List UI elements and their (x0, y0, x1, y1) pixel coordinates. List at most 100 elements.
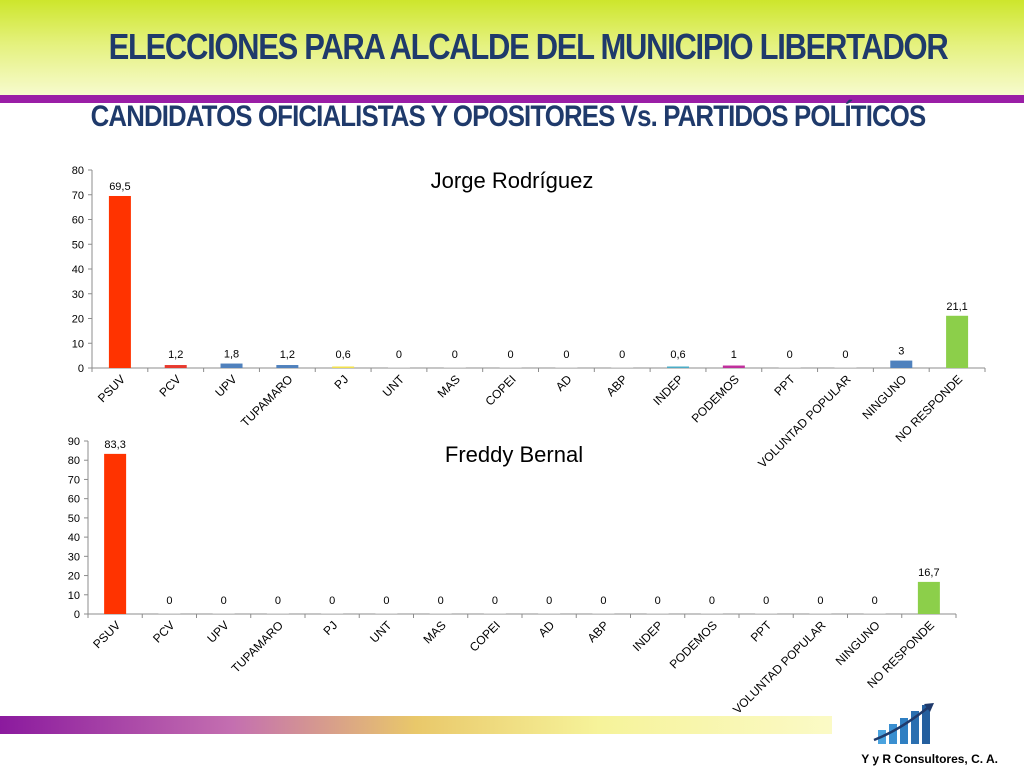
bar (667, 366, 690, 368)
y-tick-label: 10 (72, 338, 84, 350)
category-label: ABP (585, 618, 612, 645)
bar-zero (555, 367, 578, 368)
chart-title: Jorge Rodríguez (431, 168, 594, 193)
category-label: MAS (420, 618, 448, 646)
data-label: 0 (166, 595, 172, 607)
bar-zero (538, 613, 561, 614)
y-tick-label: 90 (68, 436, 80, 448)
category-label: UPV (204, 618, 231, 645)
bar-zero (700, 613, 723, 614)
bar-zero (375, 613, 398, 614)
bar (276, 365, 299, 368)
data-label: 0,6 (670, 349, 685, 361)
bar (104, 453, 127, 614)
bar-zero (443, 367, 466, 368)
data-label: 0 (842, 349, 848, 361)
y-tick-label: 30 (68, 551, 80, 563)
data-label: 0 (275, 595, 281, 607)
bar-zero (158, 613, 181, 614)
data-label: 0 (619, 349, 625, 361)
category-label: AD (536, 618, 558, 640)
bar-zero (499, 367, 522, 368)
category-label: PCV (150, 618, 177, 645)
y-tick-label: 20 (68, 571, 80, 583)
y-tick-label: 60 (72, 215, 84, 227)
y-tick-label: 70 (72, 190, 84, 202)
y-tick-label: 0 (74, 609, 80, 621)
bar-zero (646, 613, 669, 614)
company-name: Y y R Consultores, C. A. (861, 752, 998, 766)
category-label: NINGUNO (833, 618, 883, 668)
y-tick-label: 70 (68, 474, 80, 486)
category-label: COPEI (467, 618, 503, 654)
bar (332, 366, 355, 368)
data-label: 0 (872, 595, 878, 607)
bar-zero (429, 613, 452, 614)
page-subtitle: CANDIDATOS OFICIALISTAS Y OPOSITORES Vs.… (90, 100, 927, 133)
bar-zero (592, 613, 615, 614)
y-tick-label: 40 (72, 264, 84, 276)
data-label: 0 (221, 595, 227, 607)
y-tick-label: 80 (72, 165, 84, 177)
category-label: PODEMOS (667, 618, 720, 671)
bar-zero (863, 613, 886, 614)
data-label: 0 (396, 349, 402, 361)
y-tick-label: 60 (68, 494, 80, 506)
data-label: 1 (731, 349, 737, 361)
y-tick-label: 50 (72, 239, 84, 251)
data-label: 16,7 (918, 567, 939, 579)
data-label: 0 (546, 595, 552, 607)
header-band (0, 0, 1024, 96)
bar-zero (266, 613, 289, 614)
bar-zero (483, 613, 506, 614)
bar-zero (212, 613, 235, 614)
data-label: 0 (709, 595, 715, 607)
page-title: ELECCIONES PARA ALCALDE DEL MUNICIPIO LI… (108, 26, 949, 67)
header-divider (0, 95, 1024, 103)
data-label: 0 (329, 595, 335, 607)
bar (890, 360, 913, 368)
data-label: 0 (655, 595, 661, 607)
data-label: 0 (563, 349, 569, 361)
data-label: 0,6 (336, 349, 351, 361)
data-label: 0 (492, 595, 498, 607)
y-tick-label: 80 (68, 455, 80, 467)
y-tick-label: 20 (72, 314, 84, 326)
bar-zero (778, 367, 801, 368)
data-label: 69,5 (109, 181, 130, 193)
bar (917, 581, 940, 614)
bar-zero (755, 613, 778, 614)
company-logo-icon (873, 703, 934, 744)
bar-zero (809, 613, 832, 614)
data-label: 0 (452, 349, 458, 361)
data-label: 3 (898, 346, 904, 358)
data-label: 0 (763, 595, 769, 607)
category-label: UNT (367, 618, 395, 646)
category-label: VOLUNTAD POPULAR (730, 618, 829, 717)
data-label: 1,2 (168, 349, 183, 361)
bar-zero (387, 367, 410, 368)
data-label: 21,1 (946, 301, 967, 313)
category-label: PJ (320, 618, 340, 638)
bar (220, 363, 243, 368)
y-tick-label: 0 (78, 363, 84, 375)
data-label: 1,2 (280, 349, 295, 361)
bar (164, 365, 187, 368)
category-label: PPT (748, 618, 775, 645)
y-tick-label: 30 (72, 289, 84, 301)
data-label: 0 (383, 595, 389, 607)
bar (108, 195, 131, 368)
data-label: 0 (600, 595, 606, 607)
bar-zero (611, 367, 634, 368)
bar-zero (321, 613, 344, 614)
bar-zero (834, 367, 857, 368)
y-tick-label: 40 (68, 532, 80, 544)
footer-band (0, 716, 832, 734)
chart-title: Freddy Bernal (445, 442, 583, 467)
bar (722, 365, 745, 368)
data-label: 83,3 (104, 439, 125, 451)
